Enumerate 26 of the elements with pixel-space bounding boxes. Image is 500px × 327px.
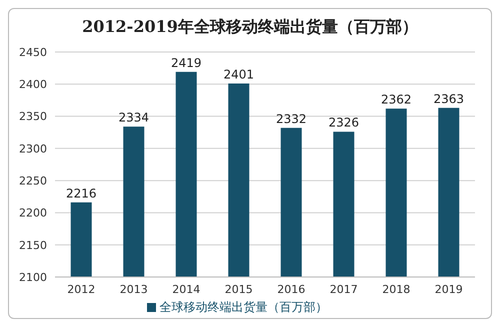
data-label: 2362 [380, 92, 412, 107]
y-tick-label: 2150 [19, 238, 47, 252]
x-tick-label: 2013 [120, 282, 148, 296]
data-label: 2334 [118, 110, 150, 125]
x-tick-label: 2016 [277, 282, 306, 296]
data-label: 2363 [433, 92, 464, 106]
y-tick-label: 2200 [19, 206, 47, 220]
y-tick-label: 2350 [19, 110, 47, 124]
chart-title: 2012-2019年全球移动终端出货量（百万部） [81, 17, 419, 38]
x-tick-label: 2015 [224, 282, 253, 296]
x-tick-label: 2014 [172, 282, 200, 296]
data-label: 2419 [170, 56, 202, 70]
x-tick-label: 2012 [67, 282, 96, 296]
legend-label: 全球移动终端出货量（百万部） [160, 300, 328, 314]
y-tick-label: 2100 [19, 270, 47, 284]
data-label: 2401 [223, 68, 254, 82]
data-label: 2216 [66, 186, 97, 200]
data-label: 2326 [328, 116, 360, 130]
x-tick-label: 2018 [382, 282, 410, 296]
x-tick-label: 2017 [330, 282, 358, 296]
y-tick-label: 2400 [19, 78, 47, 92]
y-tick-label: 2450 [19, 46, 47, 59]
x-tick-label: 2019 [434, 282, 463, 296]
y-tick-label: 2300 [19, 142, 47, 156]
y-tick-label: 2250 [19, 174, 47, 188]
data-label: 2332 [276, 112, 307, 126]
